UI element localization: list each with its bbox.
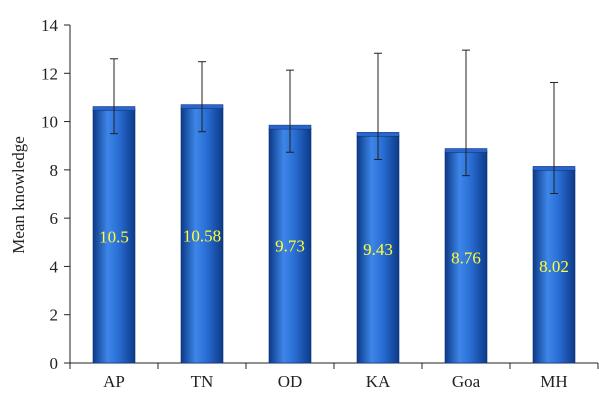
y-tick-label: 10 [41,113,58,132]
bar [532,169,576,364]
data-label: 8.02 [539,257,569,276]
bar [180,107,224,364]
y-tick-label: 0 [50,354,59,373]
y-tick-label: 12 [41,64,58,83]
data-label: 8.76 [451,248,481,267]
y-axis-title: Mean knowledge [9,136,28,254]
bar [444,151,488,364]
y-tick-label: 2 [50,306,59,325]
x-tick-label: KA [366,372,391,391]
plot-area: 0 2 4 6 8 10 12 14 10.5 AP 10.58 TN 9.73 OD 9.43 KA 8.76… [41,16,599,391]
x-tick-label: TN [191,372,214,391]
x-tick-label: MH [540,372,567,391]
y-tick-label: 8 [50,161,59,180]
x-tick-label: AP [103,372,125,391]
y-tick-label: 4 [50,257,59,276]
x-tick-label: Goa [452,372,481,391]
bar [356,135,400,364]
y-tick-label: 6 [50,209,59,228]
data-label: 9.43 [363,240,393,259]
data-label: 9.73 [275,237,305,256]
bar [92,109,136,364]
y-tick-label: 14 [41,16,59,35]
x-tick-label: OD [278,372,303,391]
data-label: 10.5 [99,227,129,246]
data-label: 10.58 [183,226,221,245]
